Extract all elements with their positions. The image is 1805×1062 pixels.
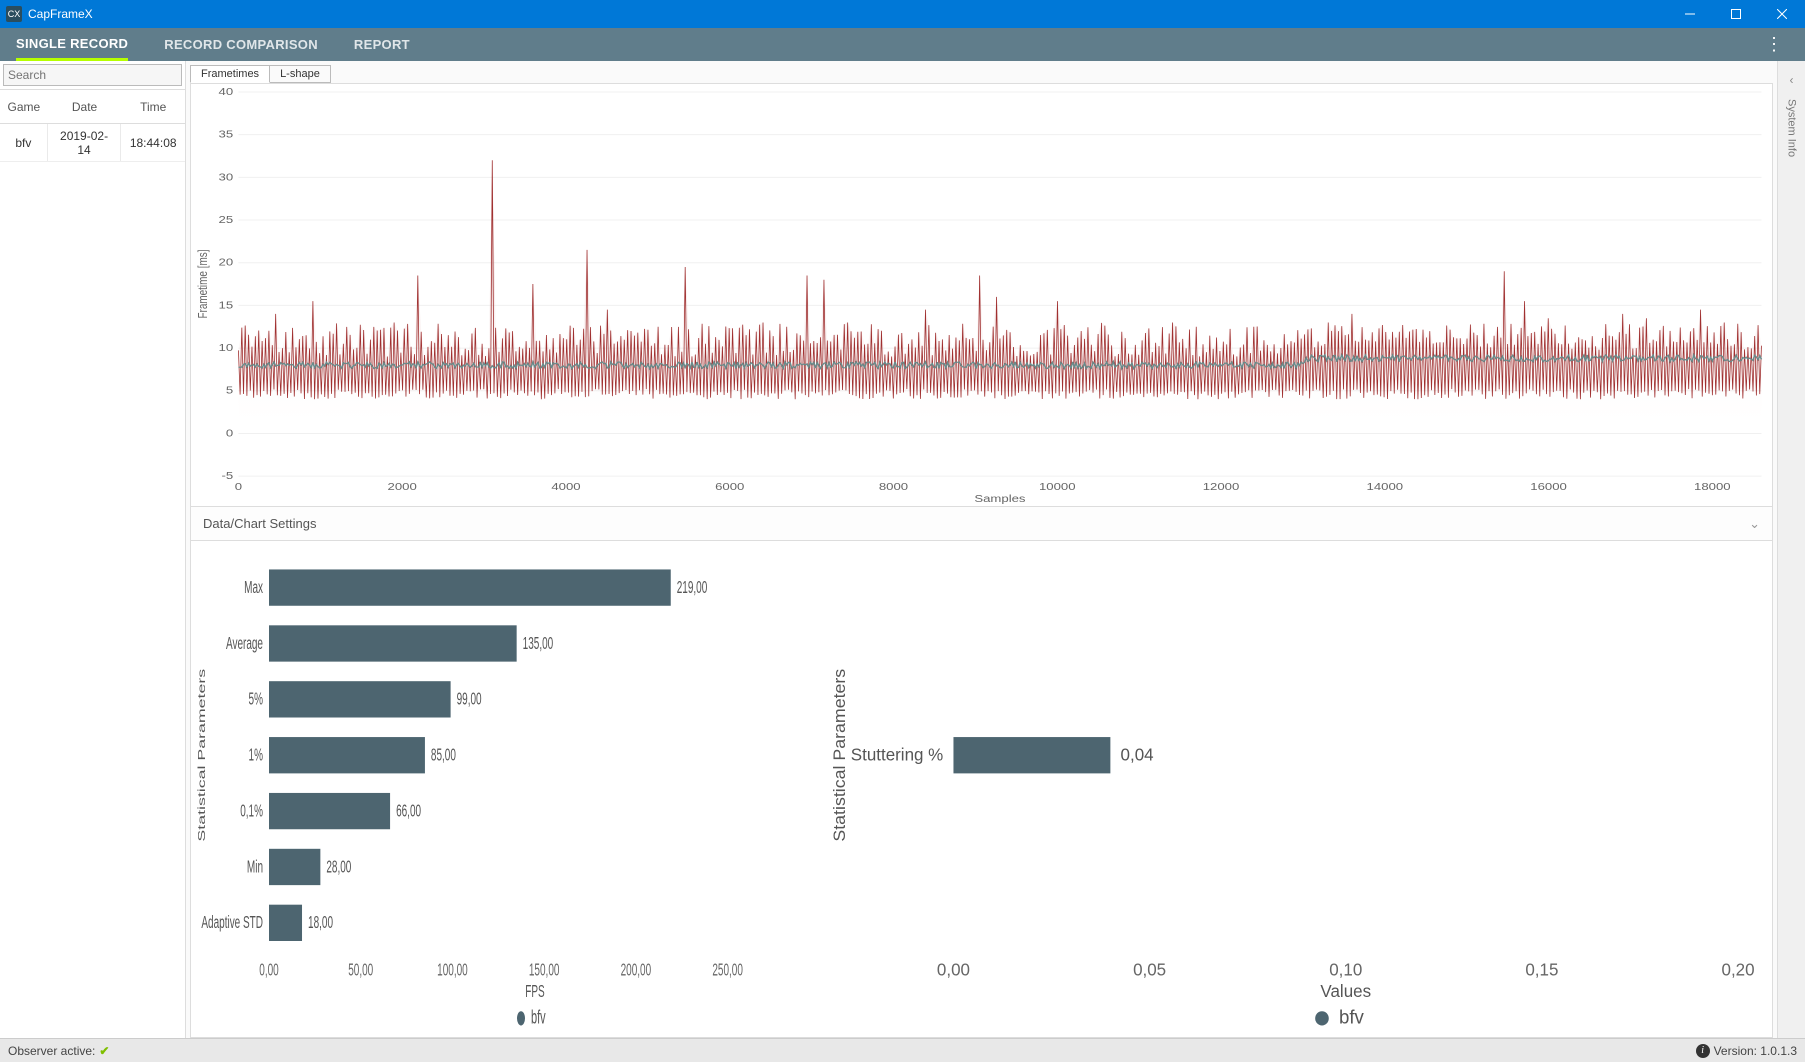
version-label: Version: bbox=[1714, 1044, 1757, 1058]
svg-text:35: 35 bbox=[219, 129, 234, 140]
svg-text:2000: 2000 bbox=[388, 482, 418, 493]
svg-text:bfv: bfv bbox=[1339, 1007, 1364, 1028]
svg-text:1%: 1% bbox=[249, 746, 264, 766]
check-icon: ✔ bbox=[99, 1044, 109, 1058]
cell-game: bfv bbox=[0, 124, 48, 161]
svg-text:0,1%: 0,1% bbox=[240, 802, 263, 822]
svg-text:18,00: 18,00 bbox=[308, 913, 333, 933]
svg-text:100,00: 100,00 bbox=[437, 961, 468, 981]
chevron-left-icon: ‹ bbox=[1790, 73, 1794, 87]
svg-text:Min: Min bbox=[247, 858, 263, 878]
settings-expander[interactable]: Data/Chart Settings ⌄ bbox=[190, 507, 1773, 541]
kebab-menu-icon[interactable]: ⋮ bbox=[1759, 34, 1789, 55]
version-value: 1.0.1.3 bbox=[1760, 1044, 1797, 1058]
fps-bar-chart[interactable]: Statistical Parameters Max 219,00 Average 13… bbox=[191, 549, 821, 1029]
chevron-down-icon: ⌄ bbox=[1749, 516, 1760, 532]
svg-text:-5: -5 bbox=[221, 471, 233, 482]
svg-text:FPS: FPS bbox=[525, 982, 544, 1002]
svg-text:30: 30 bbox=[219, 172, 234, 183]
svg-text:0,00: 0,00 bbox=[259, 961, 278, 981]
svg-text:5%: 5% bbox=[249, 690, 264, 710]
svg-text:Statistical Parameters: Statistical Parameters bbox=[829, 669, 849, 842]
chart-tab-frametimes[interactable]: Frametimes bbox=[190, 65, 270, 83]
cell-date: 2019-02-14 bbox=[48, 124, 122, 161]
system-info-label: System Info bbox=[1786, 99, 1798, 157]
col-header-time[interactable]: Time bbox=[121, 100, 185, 114]
tab-single-record[interactable]: SINGLE RECORD bbox=[16, 29, 128, 61]
chart-tab-lshape[interactable]: L-shape bbox=[269, 65, 331, 83]
svg-text:14000: 14000 bbox=[1367, 482, 1404, 493]
svg-text:0,15: 0,15 bbox=[1525, 959, 1558, 979]
svg-text:Statistical Parameters: Statistical Parameters bbox=[197, 669, 208, 842]
col-header-game[interactable]: Game bbox=[0, 100, 48, 114]
cell-time: 18:44:08 bbox=[121, 124, 185, 161]
svg-text:Adaptive STD: Adaptive STD bbox=[201, 913, 263, 933]
svg-text:25: 25 bbox=[219, 214, 234, 225]
svg-text:12000: 12000 bbox=[1203, 482, 1240, 493]
svg-text:40: 40 bbox=[219, 86, 234, 97]
svg-text:5: 5 bbox=[226, 385, 233, 396]
app-icon: CX bbox=[6, 6, 22, 22]
svg-text:15: 15 bbox=[219, 300, 234, 311]
search-input[interactable] bbox=[3, 64, 182, 86]
main-tabbar: SINGLE RECORD RECORD COMPARISON REPORT ⋮ bbox=[0, 28, 1805, 61]
svg-text:Values: Values bbox=[1320, 981, 1371, 1001]
stutter-bar-chart[interactable]: Statistical ParametersStuttering % 0,04 0,… bbox=[821, 549, 1772, 1029]
bottom-charts: Statistical Parameters Max 219,00 Average 13… bbox=[190, 541, 1773, 1038]
system-info-panel[interactable]: ‹ System Info bbox=[1777, 61, 1805, 1038]
svg-text:10: 10 bbox=[219, 343, 234, 354]
svg-text:bfv: bfv bbox=[531, 1008, 546, 1029]
svg-text:50,00: 50,00 bbox=[348, 961, 373, 981]
svg-text:250,00: 250,00 bbox=[712, 961, 743, 981]
svg-text:Frametime [ms]: Frametime [ms] bbox=[196, 250, 211, 319]
svg-text:Samples: Samples bbox=[974, 493, 1025, 504]
table-row[interactable]: bfv 2019-02-14 18:44:08 bbox=[0, 124, 185, 162]
svg-text:Average: Average bbox=[226, 634, 263, 654]
svg-text:66,00: 66,00 bbox=[396, 802, 421, 822]
svg-text:0,05: 0,05 bbox=[1133, 959, 1166, 979]
svg-text:4000: 4000 bbox=[551, 482, 581, 493]
titlebar: CX CapFrameX bbox=[0, 0, 1805, 28]
records-table-header: Game Date Time bbox=[0, 90, 185, 124]
svg-text:200,00: 200,00 bbox=[621, 961, 652, 981]
settings-label: Data/Chart Settings bbox=[203, 516, 316, 531]
records-sidebar: Game Date Time bfv 2019-02-14 18:44:08 bbox=[0, 61, 186, 1038]
svg-text:0: 0 bbox=[235, 482, 243, 493]
col-header-date[interactable]: Date bbox=[48, 100, 122, 114]
minimize-button[interactable] bbox=[1667, 0, 1713, 28]
statusbar: Observer active: ✔ i Version: 1.0.1.3 bbox=[0, 1038, 1805, 1062]
close-button[interactable] bbox=[1759, 0, 1805, 28]
svg-text:0,10: 0,10 bbox=[1329, 959, 1362, 979]
frametime-chart[interactable]: -505101520253035400200040006000800010000… bbox=[190, 83, 1773, 507]
svg-text:135,00: 135,00 bbox=[523, 634, 554, 654]
tab-record-comparison[interactable]: RECORD COMPARISON bbox=[164, 30, 318, 59]
svg-text:Max: Max bbox=[244, 578, 263, 598]
svg-text:8000: 8000 bbox=[879, 482, 909, 493]
info-icon[interactable]: i bbox=[1696, 1044, 1710, 1058]
svg-text:Stuttering %: Stuttering % bbox=[851, 744, 943, 764]
svg-text:6000: 6000 bbox=[715, 482, 745, 493]
maximize-button[interactable] bbox=[1713, 0, 1759, 28]
svg-text:85,00: 85,00 bbox=[431, 746, 456, 766]
svg-text:0,04: 0,04 bbox=[1121, 744, 1154, 764]
observer-label: Observer active: bbox=[8, 1044, 95, 1058]
svg-text:219,00: 219,00 bbox=[677, 578, 708, 598]
svg-text:0,00: 0,00 bbox=[937, 959, 970, 979]
svg-text:150,00: 150,00 bbox=[529, 961, 560, 981]
main-panel: Frametimes L-shape -50510152025303540020… bbox=[186, 61, 1777, 1038]
svg-text:0: 0 bbox=[226, 428, 234, 439]
tab-report[interactable]: REPORT bbox=[354, 30, 410, 59]
svg-text:99,00: 99,00 bbox=[457, 690, 482, 710]
svg-text:16000: 16000 bbox=[1530, 482, 1567, 493]
svg-text:28,00: 28,00 bbox=[326, 858, 351, 878]
window-title: CapFrameX bbox=[28, 7, 1667, 21]
svg-text:0,20: 0,20 bbox=[1722, 959, 1755, 979]
svg-text:20: 20 bbox=[219, 257, 234, 268]
svg-text:10000: 10000 bbox=[1039, 482, 1076, 493]
svg-text:18000: 18000 bbox=[1694, 482, 1731, 493]
